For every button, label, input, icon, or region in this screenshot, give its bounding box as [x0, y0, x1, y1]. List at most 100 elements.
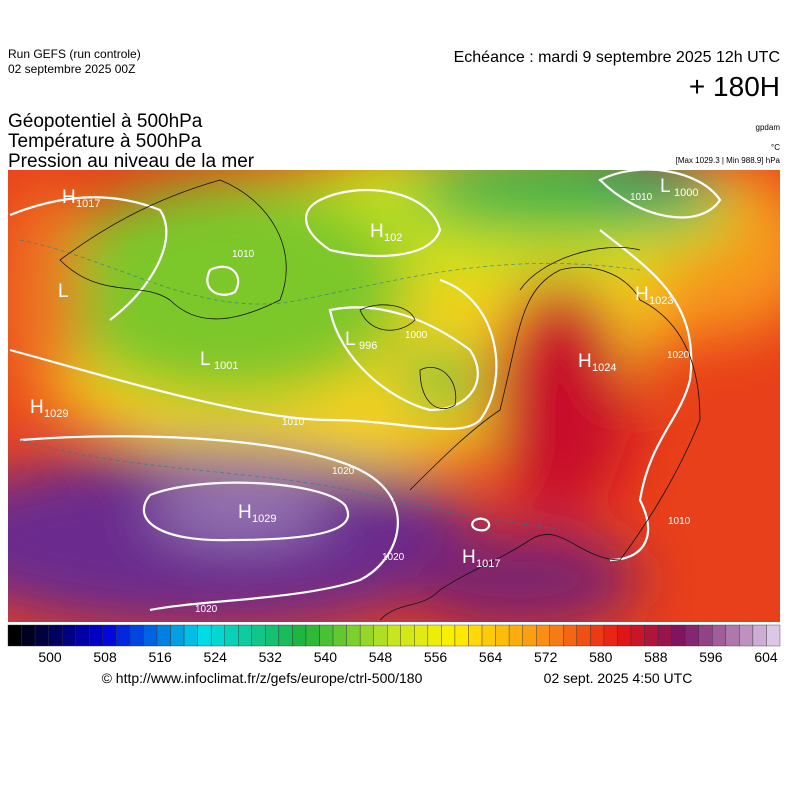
- center-type: H: [578, 351, 592, 372]
- colorbar-swatch: [603, 624, 618, 647]
- colorbar-swatch: [265, 624, 280, 647]
- colorbar-swatch: [387, 624, 401, 647]
- lead: + 180H: [689, 71, 780, 102]
- center-value: 1029: [252, 513, 276, 525]
- center-value: 1017: [76, 198, 100, 210]
- colorbar-swatch: [102, 624, 117, 647]
- colorbar-swatch: [508, 624, 523, 647]
- field: Température à 500hPa: [8, 131, 202, 152]
- isobar-label: 1020: [195, 604, 218, 615]
- colorbar-swatch: [576, 624, 591, 647]
- colorbar-swatch: [657, 624, 672, 647]
- center-value: 1000: [674, 187, 698, 199]
- colorbar-tick-label: 532: [259, 649, 283, 665]
- colorbar-swatch: [210, 624, 225, 647]
- colorbar-swatch: [427, 624, 442, 647]
- run: Run GEFS (run controle): [8, 47, 141, 61]
- issued: 02 sept. 2025 4:50 UTC: [544, 670, 693, 686]
- isobar-label: 1010: [630, 192, 653, 203]
- isobar-label: 1020: [667, 350, 690, 361]
- colorbar-swatch: [630, 624, 645, 647]
- center-value: 996: [359, 340, 377, 352]
- colorbar-swatch: [238, 624, 252, 647]
- run-date: 02 septembre 2025 00Z: [8, 62, 135, 76]
- colorbar-tick-label: 548: [369, 649, 393, 665]
- center-type: H: [462, 547, 476, 568]
- colorbar-swatch: [739, 624, 754, 647]
- colorbar-tick-label: 540: [314, 649, 338, 665]
- colorbar-swatch: [170, 624, 185, 647]
- field: Géopotentiel à 500hPa: [8, 111, 203, 132]
- center-value: 1023: [649, 295, 673, 307]
- isobar-label: 1010: [668, 516, 691, 527]
- colorbar-swatch: [414, 624, 429, 647]
- center-type: H: [635, 284, 649, 305]
- colorbar-swatch: [617, 624, 632, 647]
- colorbar-swatch: [75, 624, 90, 647]
- isobar-label: 1000: [405, 330, 428, 341]
- colorbar-swatch: [698, 624, 713, 647]
- colorbar-tick-label: 564: [479, 649, 503, 665]
- colorbar-swatch: [766, 624, 781, 647]
- colorbar-swatch: [684, 624, 699, 647]
- colorbar-swatch: [197, 624, 212, 647]
- colorbar-swatch: [712, 624, 727, 647]
- colorbar-swatch: [89, 624, 104, 647]
- map: [8, 170, 780, 622]
- colorbar-swatch: [359, 624, 374, 647]
- colorbar-swatch: [116, 624, 131, 647]
- colorbar-tick-label: 556: [424, 649, 448, 665]
- colorbar-swatch: [536, 624, 550, 647]
- unit: gpdam: [756, 123, 781, 132]
- center-value: 102: [384, 232, 402, 244]
- colorbar-swatch: [549, 624, 564, 647]
- colorbar-swatch: [7, 624, 22, 647]
- colorbar-tick-label: 580: [589, 649, 613, 665]
- center-type: L: [345, 329, 356, 350]
- colorbar-swatch: [373, 624, 388, 647]
- colorbar-tick-label: 588: [644, 649, 668, 665]
- colorbar-tick-label: 572: [534, 649, 558, 665]
- colorbar-swatch: [563, 624, 578, 647]
- unit: [Max 1029.3 | Min 988.9] hPa: [676, 156, 781, 165]
- colorbar-swatch: [644, 624, 659, 647]
- colorbar-tick-label: 516: [148, 649, 172, 665]
- colorbar-swatch: [48, 624, 63, 647]
- center-type: L: [660, 176, 671, 197]
- center-type: L: [200, 349, 211, 370]
- colorbar-tick-label: 604: [754, 649, 778, 665]
- colorbar-swatch: [292, 624, 307, 647]
- center-type: H: [30, 397, 44, 418]
- isobar-label: 1020: [382, 552, 405, 563]
- colorbar-swatch: [183, 624, 198, 647]
- colorbar-swatch: [332, 624, 347, 647]
- center-type: L: [58, 281, 69, 302]
- colorbar-swatch: [143, 624, 158, 647]
- colorbar-swatch: [522, 624, 537, 647]
- colorbar-tick-label: 596: [699, 649, 723, 665]
- center-value: 1024: [592, 362, 616, 374]
- colorbar-swatch: [305, 624, 320, 647]
- colorbar-swatch: [319, 624, 334, 647]
- colorbar-swatch: [752, 624, 767, 647]
- colorbar-swatch: [441, 624, 456, 647]
- field: Pression au niveau de la mer: [8, 151, 255, 172]
- center-value: 1001: [214, 360, 238, 372]
- colorbar-swatch: [129, 624, 144, 647]
- colorbar-swatch: [156, 624, 171, 647]
- echeance: Echéance : mardi 9 septembre 2025 12h UT…: [454, 49, 780, 66]
- colorbar-tick-label: 508: [93, 649, 117, 665]
- colorbar-swatch: [278, 624, 293, 647]
- colorbar-swatch: [400, 624, 415, 647]
- isobar-label: 1020: [332, 466, 355, 477]
- source-url: © http://www.infoclimat.fr/z/gefs/europe…: [102, 670, 423, 686]
- center-type: H: [62, 187, 76, 208]
- isobar-label: 1010: [232, 249, 255, 260]
- colorbar-swatch: [251, 624, 266, 647]
- colorbar-swatch: [481, 624, 496, 647]
- colorbar-swatch: [671, 624, 686, 647]
- colorbar-swatch: [725, 624, 740, 647]
- colorbar-swatch: [468, 624, 483, 647]
- colorbar-swatch: [454, 624, 469, 647]
- colorbar-swatch: [34, 624, 49, 647]
